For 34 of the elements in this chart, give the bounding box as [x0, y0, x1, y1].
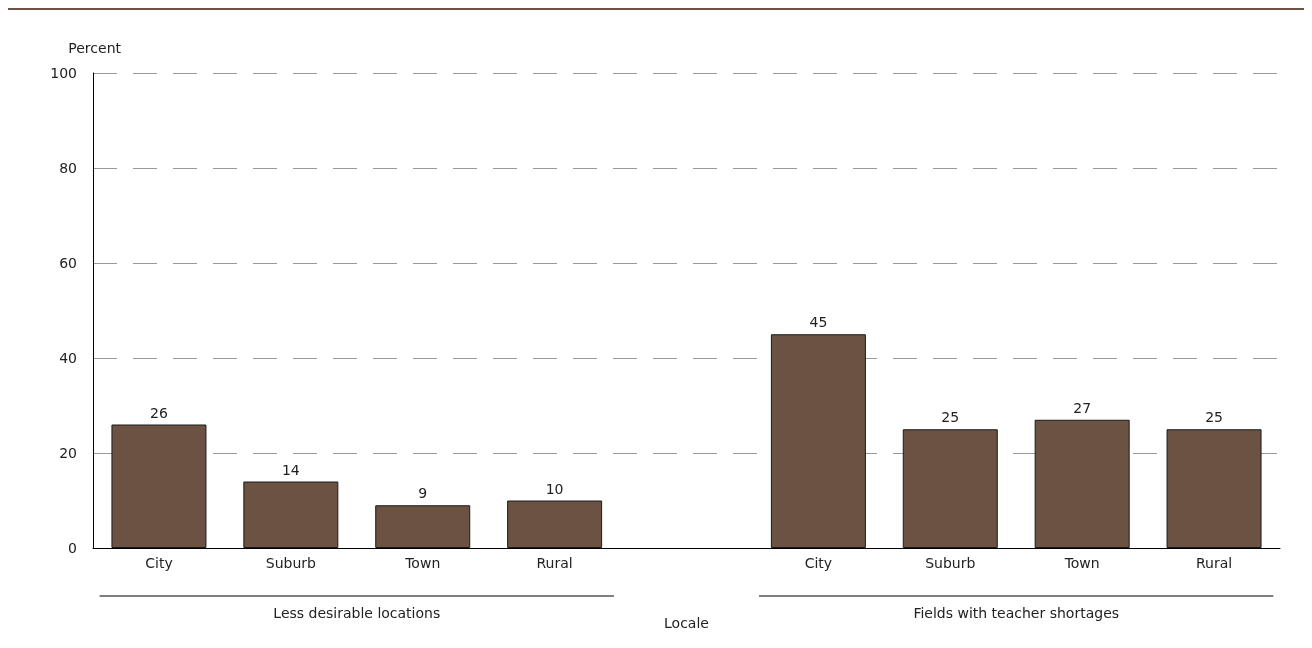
data-label: 27 — [1073, 399, 1092, 416]
x-tick-label: City — [804, 555, 833, 571]
y-axis-title: Percent — [68, 40, 122, 56]
y-tick-label: 80 — [59, 160, 77, 176]
data-label: 10 — [545, 480, 564, 497]
bar — [375, 505, 471, 548]
data-label: 45 — [809, 314, 828, 331]
y-tick-label: 60 — [59, 255, 77, 271]
bar — [243, 481, 339, 548]
x-tick-label: Rural — [536, 555, 573, 571]
text: Fields with teacher shortages — [913, 605, 1120, 621]
bar — [111, 424, 207, 548]
text: Less desirable locations — [273, 605, 441, 621]
x-tick-label: Rural — [1195, 555, 1233, 571]
bar — [770, 334, 866, 548]
y-tick-label: 0 — [68, 540, 77, 556]
bar — [902, 429, 998, 548]
x-tick-label: Suburb — [265, 555, 317, 571]
data-label: 25 — [941, 409, 960, 426]
bar — [1034, 419, 1130, 548]
bar — [1166, 429, 1262, 548]
y-tick-label: 100 — [50, 65, 77, 81]
bar — [507, 500, 603, 548]
x-tick-label: City — [145, 555, 173, 571]
y-tick-label: 20 — [59, 445, 77, 461]
data-label: 26 — [150, 404, 168, 421]
y-tick-label: 40 — [59, 350, 77, 366]
data-label: 25 — [1205, 409, 1223, 426]
x-tick-label: Suburb — [925, 555, 976, 571]
data-label: 14 — [281, 461, 300, 478]
data-label: 9 — [418, 485, 428, 502]
x-axis-title: Locale — [664, 615, 709, 631]
x-tick-label: Town — [1063, 555, 1100, 571]
x-tick-label: Town — [404, 555, 441, 571]
